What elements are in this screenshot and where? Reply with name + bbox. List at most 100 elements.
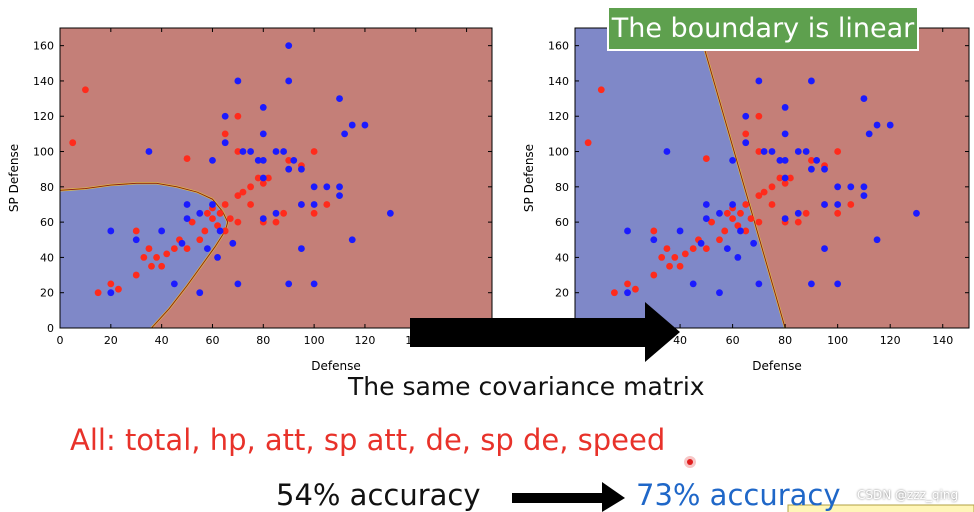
right-point-blue-28 bbox=[781, 215, 789, 222]
left-xtick-label: 60 bbox=[205, 334, 219, 347]
right-point-blue-38 bbox=[821, 165, 828, 173]
accuracy-right: 73% accuracy bbox=[636, 478, 841, 512]
left-scatter-plot: 0204060801001201401600204060801001201401… bbox=[7, 27, 493, 373]
cursor-marker-icon bbox=[684, 456, 696, 468]
left-point-blue-17 bbox=[221, 112, 229, 120]
left-point-blue-25 bbox=[259, 130, 267, 138]
left-point-red-47 bbox=[323, 201, 331, 208]
right-point-blue-24 bbox=[781, 104, 789, 111]
right-point-red-33 bbox=[760, 188, 768, 196]
left-point-red-39 bbox=[264, 174, 272, 182]
right-point-blue-50 bbox=[886, 121, 894, 129]
left-point-red-46 bbox=[310, 209, 318, 217]
left-ytick-label: 40 bbox=[40, 251, 54, 264]
right-point-blue-3 bbox=[663, 148, 671, 155]
left-point-blue-35 bbox=[285, 42, 293, 50]
right-ytick-label: 60 bbox=[555, 216, 569, 229]
left-plot-area bbox=[60, 42, 394, 328]
left-axes-frame bbox=[59, 27, 493, 329]
right-arrow-icon bbox=[410, 302, 680, 362]
left-xtick-label: 0 bbox=[57, 334, 64, 347]
left-point-red-40 bbox=[272, 218, 280, 226]
right-point-blue-34 bbox=[808, 77, 815, 85]
right-scatter-plot: 020406080100120140160020406080100120140D… bbox=[522, 27, 970, 373]
left-point-blue-47 bbox=[341, 130, 349, 138]
left-point-red-42 bbox=[285, 156, 293, 164]
left-ytick-label: 100 bbox=[33, 146, 54, 159]
right-point-blue-48 bbox=[873, 236, 881, 244]
right-point-red-3 bbox=[624, 280, 631, 288]
right-point-red-41 bbox=[802, 209, 810, 217]
right-point-red-11 bbox=[676, 262, 684, 270]
right-point-red-36 bbox=[776, 174, 784, 182]
right-point-red-42 bbox=[808, 156, 815, 164]
left-point-blue-20 bbox=[234, 77, 242, 85]
right-point-blue-22 bbox=[768, 148, 776, 155]
left-point-red-3 bbox=[107, 280, 115, 288]
right-point-blue-2 bbox=[650, 236, 658, 244]
right-point-red-25 bbox=[742, 227, 750, 235]
right-point-blue-41 bbox=[834, 280, 842, 288]
right-point-red-29 bbox=[755, 218, 763, 226]
left-point-blue-45 bbox=[336, 95, 343, 102]
left-point-red-2 bbox=[94, 289, 102, 297]
left-point-blue-13 bbox=[209, 201, 216, 208]
left-point-blue-10 bbox=[196, 209, 204, 217]
left-xtick-label: 80 bbox=[256, 334, 270, 347]
right-region-blue bbox=[575, 28, 786, 328]
left-ytick-label: 140 bbox=[33, 75, 54, 88]
left-point-blue-2 bbox=[132, 236, 140, 244]
left-ytick-label: 20 bbox=[40, 287, 54, 300]
left-point-blue-7 bbox=[183, 215, 191, 222]
right-point-blue-51 bbox=[913, 209, 920, 217]
right-point-blue-26 bbox=[781, 174, 789, 182]
right-point-red-23 bbox=[734, 222, 742, 230]
left-ytick-label: 160 bbox=[33, 40, 54, 53]
left-point-red-6 bbox=[132, 227, 140, 235]
right-point-blue-14 bbox=[734, 254, 742, 261]
left-point-red-26 bbox=[221, 201, 229, 208]
right-point-blue-17 bbox=[742, 112, 750, 120]
right-point-blue-39 bbox=[821, 201, 828, 208]
features-line: All: total, hp, att, sp att, de, sp de, … bbox=[70, 423, 666, 457]
left-boundary-line bbox=[60, 182, 229, 328]
left-point-blue-11 bbox=[203, 245, 211, 252]
left-point-blue-31 bbox=[280, 148, 288, 155]
right-point-red-47 bbox=[847, 201, 855, 208]
right-plot-area bbox=[575, 28, 920, 328]
left-point-blue-15 bbox=[216, 227, 224, 235]
left-point-blue-51 bbox=[386, 209, 394, 217]
left-point-red-8 bbox=[145, 245, 153, 252]
small-right-arrow-icon-shape bbox=[512, 482, 625, 512]
left-point-blue-12 bbox=[209, 156, 216, 164]
left-point-blue-23 bbox=[254, 156, 262, 164]
left-point-blue-28 bbox=[259, 215, 267, 222]
left-point-red-33 bbox=[239, 188, 247, 196]
watermark: CSDN @zzz_qing bbox=[857, 488, 959, 502]
left-point-blue-14 bbox=[214, 254, 221, 261]
right-point-blue-25 bbox=[781, 130, 789, 138]
left-point-blue-19 bbox=[234, 280, 242, 288]
right-point-red-19 bbox=[721, 227, 729, 235]
left-point-red-25 bbox=[221, 227, 229, 235]
right-point-red-9 bbox=[666, 262, 673, 270]
right-boundary-line bbox=[698, 28, 786, 328]
right-point-blue-31 bbox=[802, 148, 810, 155]
right-point-blue-29 bbox=[794, 209, 802, 217]
right-point-red-37 bbox=[781, 179, 789, 187]
left-point-red-7 bbox=[140, 254, 148, 261]
left-point-red-4 bbox=[115, 285, 122, 293]
left-point-blue-4 bbox=[158, 227, 166, 235]
right-point-blue-19 bbox=[755, 280, 763, 288]
left-point-blue-24 bbox=[259, 104, 267, 111]
left-point-blue-38 bbox=[298, 165, 305, 173]
left-point-blue-16 bbox=[221, 139, 229, 147]
left-point-red-24 bbox=[216, 209, 224, 217]
left-point-red-29 bbox=[234, 218, 242, 226]
left-point-blue-29 bbox=[272, 209, 280, 217]
right-ytick-label: 40 bbox=[555, 251, 569, 264]
left-xtick-label: 20 bbox=[104, 334, 118, 347]
left-x-axis-label: Defense bbox=[311, 359, 360, 373]
left-point-red-17 bbox=[188, 218, 196, 226]
